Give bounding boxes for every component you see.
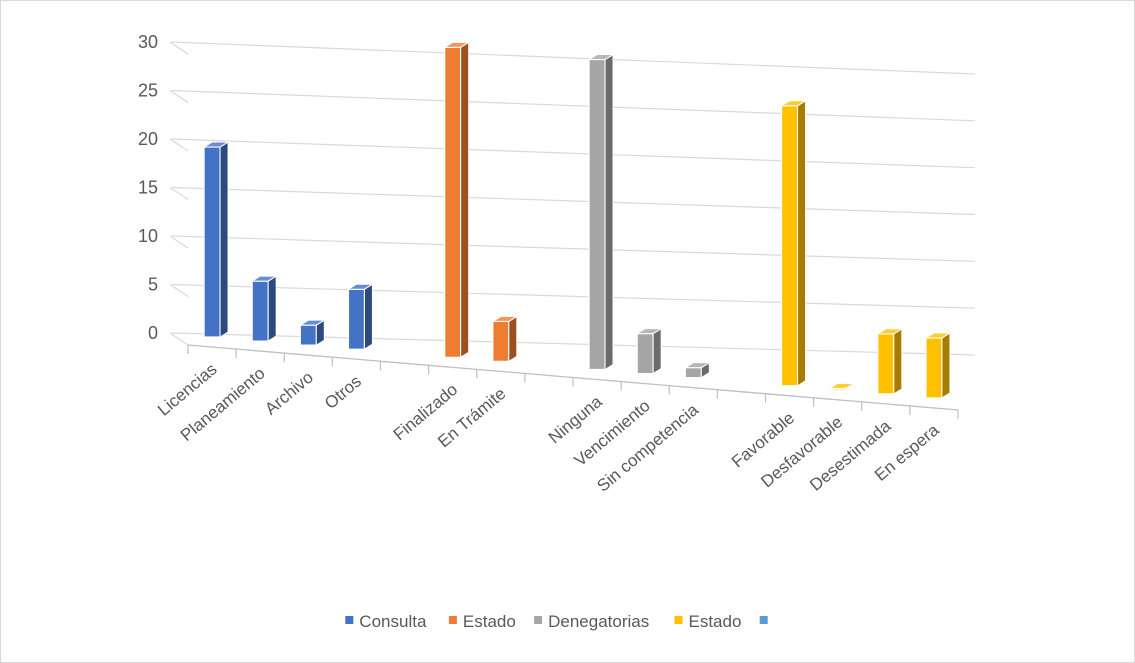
y-tick-label: 20 (138, 129, 158, 149)
legend-item: Denegatorias (534, 612, 649, 631)
x-tick-label: Otros (321, 372, 365, 413)
bar (876, 328, 904, 395)
gridline (171, 332, 976, 356)
legend-swatch (759, 616, 768, 624)
bar (298, 319, 327, 347)
gridline (171, 186, 976, 216)
y-tick-label: 30 (138, 32, 158, 52)
y-tick-label: 10 (138, 226, 158, 246)
legend-item: Estado (448, 612, 516, 631)
gridline-side (169, 235, 189, 249)
gridlines (169, 41, 976, 356)
bar (683, 361, 712, 379)
y-tick-label: 5 (148, 275, 158, 295)
legend-label: Consulta (359, 612, 427, 631)
y-tick-label: 0 (148, 323, 158, 343)
bars (202, 41, 952, 399)
bar (924, 332, 952, 399)
legend-label: Denegatorias (548, 612, 649, 631)
gridline-side (169, 332, 189, 346)
bar (250, 275, 278, 342)
category-axis (187, 344, 959, 419)
legend-item: Consulta (345, 612, 427, 631)
y-tick-label: 25 (138, 81, 158, 101)
bar (779, 99, 808, 387)
gridline (171, 283, 976, 309)
bar (442, 41, 471, 359)
gridline (171, 235, 976, 262)
gridline-side (169, 90, 189, 103)
legend-label: Estado (689, 612, 742, 631)
legend-label: Estado (463, 612, 516, 631)
gridline-side (169, 284, 189, 297)
legend-swatch (534, 616, 543, 624)
legend-swatch (448, 616, 457, 624)
bar (202, 141, 230, 338)
bar (491, 315, 519, 363)
gridline-side (169, 41, 189, 55)
bar (587, 53, 615, 371)
gridline (171, 41, 976, 75)
gridline-side (169, 138, 189, 152)
x-tick-label: Archivo (261, 368, 317, 419)
gridline-side (169, 187, 189, 200)
bar (827, 382, 856, 391)
bar (346, 283, 375, 351)
legend-swatch (674, 616, 683, 624)
gridline (171, 138, 976, 169)
legend-item (759, 616, 768, 624)
gridline (171, 89, 976, 122)
value-axis: 0 5 10 15 20 25 30 (138, 32, 158, 343)
legend-swatch (345, 616, 354, 624)
legend: Consulta Estado Denegatorias Estado (345, 612, 768, 631)
bar (635, 327, 663, 375)
legend-item: Estado (674, 612, 742, 631)
y-tick-label: 15 (138, 178, 158, 198)
